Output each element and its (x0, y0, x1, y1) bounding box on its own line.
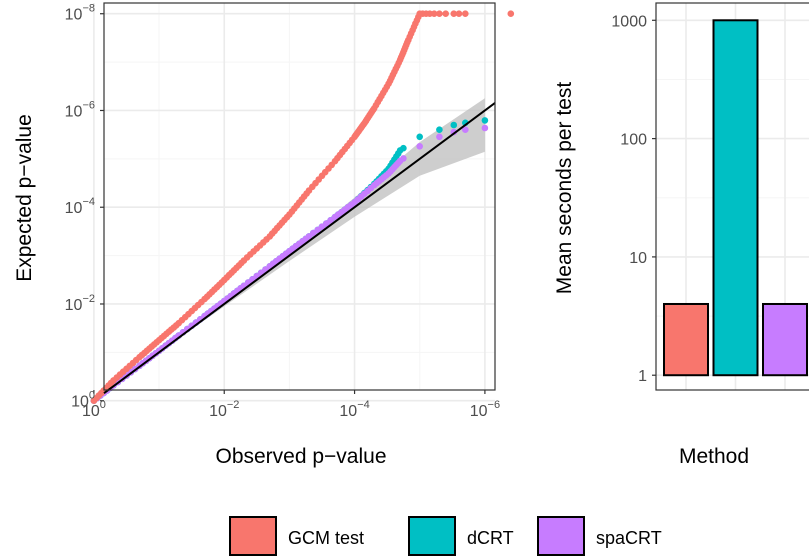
point (450, 121, 458, 129)
legend-label: GCM test (288, 528, 364, 548)
legend-key (408, 516, 456, 556)
point (400, 155, 407, 162)
legend-item: GCM test (229, 516, 364, 556)
point (455, 10, 463, 17)
bar-y-tick-label: 1 (638, 368, 647, 385)
legend-key (537, 516, 585, 556)
qq-x-ticks: 100 10−2 10−4 10−6 (82, 390, 500, 420)
bar-panel-border (655, 2, 809, 391)
x-tick-label: 10−2 (209, 399, 239, 420)
bar-spacrt (762, 302, 808, 377)
point (416, 133, 424, 141)
point (481, 117, 489, 124)
point (462, 10, 469, 17)
qq-x-axis-title: Observed p−value (215, 445, 386, 468)
y-tick-label: 10−8 (65, 3, 95, 24)
runtime-bar-panel: 1 10 100 1000 Method Mean seconds per test (553, 2, 809, 468)
bar-dcrt (712, 19, 759, 377)
identity-line (103, 102, 496, 395)
legend-label: dCRT (467, 528, 514, 548)
y-tick-label: 100 (71, 390, 95, 411)
legend-key (229, 516, 277, 556)
point (436, 133, 443, 141)
bar-y-tick-label: 10 (629, 250, 647, 267)
qq-y-ticks: 100 10−2 10−4 10−6 10−8 (65, 3, 104, 411)
qq-points (90, 10, 515, 405)
legend-label: spaCRT (596, 528, 662, 548)
x-tick-label: 100 (82, 399, 106, 420)
qq-plot-panel: 100 10−2 10−4 10−6 100 10−2 10−4 10−6 10−8 Obse… (13, 2, 515, 468)
point (436, 10, 443, 17)
y-tick-label: 10−6 (65, 99, 95, 120)
point (416, 143, 424, 150)
x-tick-label: 10−6 (470, 399, 500, 420)
y-tick-label: 10−2 (65, 293, 95, 314)
series-gcm-test (90, 10, 515, 405)
qq-y-axis-title: Expected p−value (13, 114, 36, 282)
bar-y-tick-label: 1000 (611, 13, 647, 30)
legend: GCM test dCRT spaCRT (229, 516, 662, 556)
legend-item: spaCRT (537, 516, 662, 556)
bar-gcm-test (663, 302, 709, 377)
point (442, 10, 450, 17)
bar-x-axis-title: Method (679, 445, 749, 468)
point (507, 10, 515, 17)
point (436, 126, 443, 133)
qq-reference-line (103, 102, 496, 395)
bar-marks (663, 19, 808, 377)
point (450, 10, 458, 17)
point (462, 126, 469, 133)
bar-y-tick-label: 100 (620, 132, 647, 149)
point (400, 144, 407, 152)
qq-panel-border (103, 2, 496, 391)
legend-item: dCRT (408, 516, 514, 556)
y-tick-label: 10−4 (65, 196, 95, 217)
qq-panel-background (104, 3, 495, 390)
x-tick-label: 10−4 (339, 399, 369, 420)
bar-y-ticks: 1 10 100 1000 (611, 13, 656, 385)
point (481, 124, 489, 132)
bar-y-axis-title: Mean seconds per test (553, 82, 576, 295)
point (430, 10, 438, 17)
